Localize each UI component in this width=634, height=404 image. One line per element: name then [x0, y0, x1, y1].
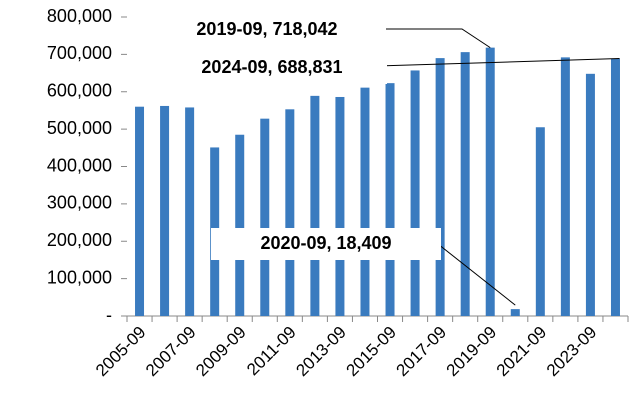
bar [135, 106, 145, 316]
x-tick-label: 2017-09 [393, 323, 451, 381]
x-tick-label: 2015-09 [342, 323, 400, 381]
leader-line [386, 28, 491, 49]
x-tick-label: 2007-09 [142, 323, 200, 381]
bar [610, 58, 620, 317]
y-tick-label: 100,000 [47, 267, 112, 287]
x-tick-label: 2005-09 [92, 323, 150, 381]
bar [335, 96, 345, 316]
x-tick-label: 2019-09 [443, 323, 501, 381]
annotation-box [157, 52, 387, 84]
y-tick-label: - [106, 305, 112, 325]
annotation-box [152, 14, 382, 46]
leader-line [437, 243, 516, 306]
y-tick-label: 700,000 [47, 43, 112, 63]
bar [485, 47, 495, 316]
bar [585, 73, 595, 316]
y-tick-label: 400,000 [47, 155, 112, 175]
y-tick-label: 300,000 [47, 193, 112, 213]
bar [185, 107, 195, 316]
annotation: 2024-09, 688,831 [201, 57, 342, 77]
y-tick-label: 500,000 [47, 118, 112, 138]
bar [510, 309, 520, 316]
y-tick-label: 800,000 [47, 6, 112, 26]
bar [310, 95, 320, 316]
annotation: 2019-09, 718,042 [196, 19, 337, 39]
bar [160, 105, 170, 316]
bar [535, 127, 545, 316]
x-tick-label: 2023-09 [543, 323, 601, 381]
x-tick-label: 2013-09 [292, 323, 350, 381]
leader-line [377, 58, 620, 67]
bar [435, 58, 445, 317]
x-tick-label: 2011-09 [243, 323, 300, 380]
bar [235, 134, 245, 316]
bar [560, 57, 570, 317]
y-tick-label: 600,000 [47, 81, 112, 101]
bar [385, 83, 395, 316]
bar [460, 52, 470, 316]
annotation-box [211, 228, 441, 260]
bar [360, 87, 370, 316]
y-tick-label: 200,000 [47, 230, 112, 250]
bar [285, 109, 295, 316]
annotation: 2020-09, 18,409 [260, 233, 391, 253]
bar [410, 70, 420, 316]
bar [260, 118, 270, 316]
x-tick-label: 2009-09 [192, 323, 250, 381]
x-tick-label: 2021-09 [493, 323, 551, 381]
